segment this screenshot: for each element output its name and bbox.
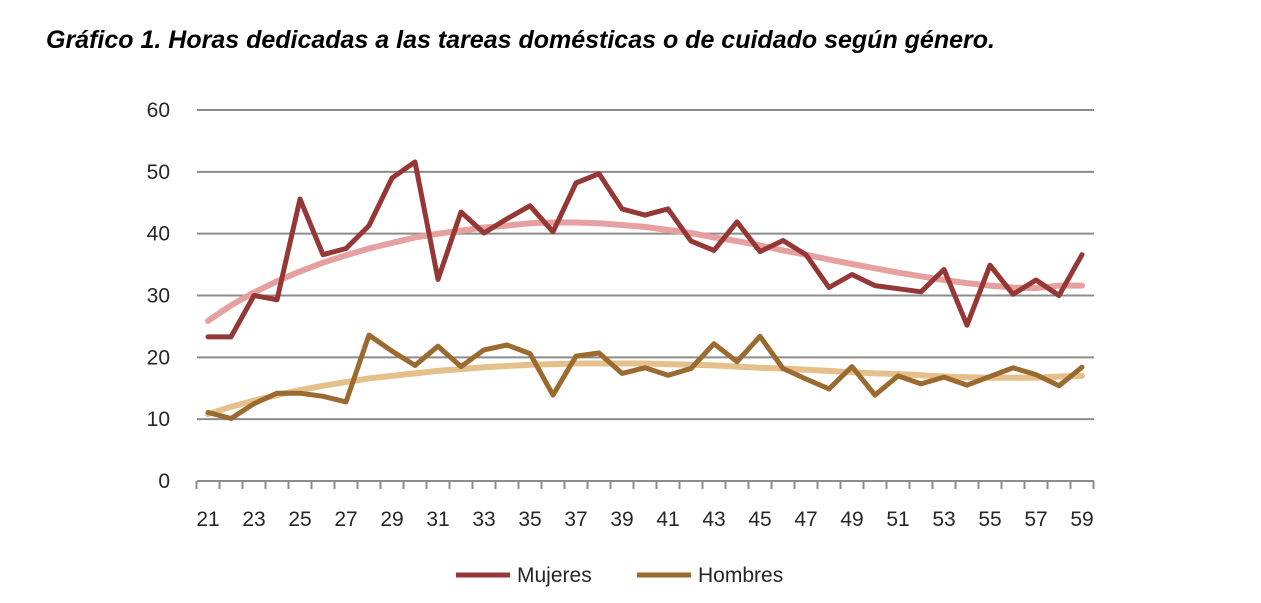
trendline-path	[205, 360, 1085, 418]
series-line	[205, 159, 1085, 340]
x-tick-label: 45	[748, 508, 771, 531]
legend-item-mujeres: Mujeres	[456, 564, 592, 587]
x-tick-label: 33	[472, 508, 495, 531]
x-tick-label: 47	[794, 508, 817, 531]
x-axis: 21 23 25 27 29 31 33 35 37 39 41 43 45 47 49 51 53 55 57 59	[195, 480, 1095, 531]
trendline-3	[205, 360, 1085, 418]
x-tick-label: 53	[932, 508, 955, 531]
y-tick-label: 60	[147, 99, 170, 122]
x-tick-label: 59	[1070, 508, 1093, 531]
x-tick-label: 21	[196, 508, 219, 531]
x-tick-label: 37	[564, 508, 587, 531]
trendline-path	[205, 219, 1085, 324]
x-tick-label: 51	[886, 508, 909, 531]
x-tick-label: 27	[334, 508, 357, 531]
x-tick-label: 29	[380, 508, 403, 531]
x-tick-label: 39	[610, 508, 633, 531]
trendline-2	[205, 219, 1085, 324]
series-mujeres	[205, 159, 1085, 340]
x-tick-label: 25	[288, 508, 311, 531]
x-tick-label: 49	[840, 508, 863, 531]
x-tick-label: 57	[1024, 508, 1047, 531]
x-tick-label: 23	[242, 508, 265, 531]
x-tick-label: 31	[426, 508, 449, 531]
legend-item-hombres: Hombres	[637, 564, 783, 587]
series-hombres	[205, 332, 1085, 421]
y-tick-label: 0	[158, 470, 170, 493]
legend-label: Mujeres	[517, 564, 592, 587]
y-tick-label: 50	[147, 161, 170, 184]
y-axis: 0 10 20 30 40 50 60	[147, 99, 170, 493]
x-tick-label: 35	[518, 508, 541, 531]
x-tick-label: 43	[702, 508, 725, 531]
x-tick-label: 41	[656, 508, 679, 531]
gridlines	[197, 109, 1094, 421]
y-tick-label: 40	[147, 223, 170, 246]
chart-title: Gráfico 1. Horas dedicadas a las tareas …	[46, 26, 995, 54]
legend-label: Hombres	[698, 564, 783, 587]
legend: Mujeres Hombres	[456, 564, 783, 587]
data-series	[205, 159, 1085, 421]
y-tick-label: 20	[147, 346, 170, 369]
y-tick-label: 10	[147, 408, 170, 431]
y-tick-label: 30	[147, 285, 170, 308]
x-tick-label: 55	[978, 508, 1001, 531]
